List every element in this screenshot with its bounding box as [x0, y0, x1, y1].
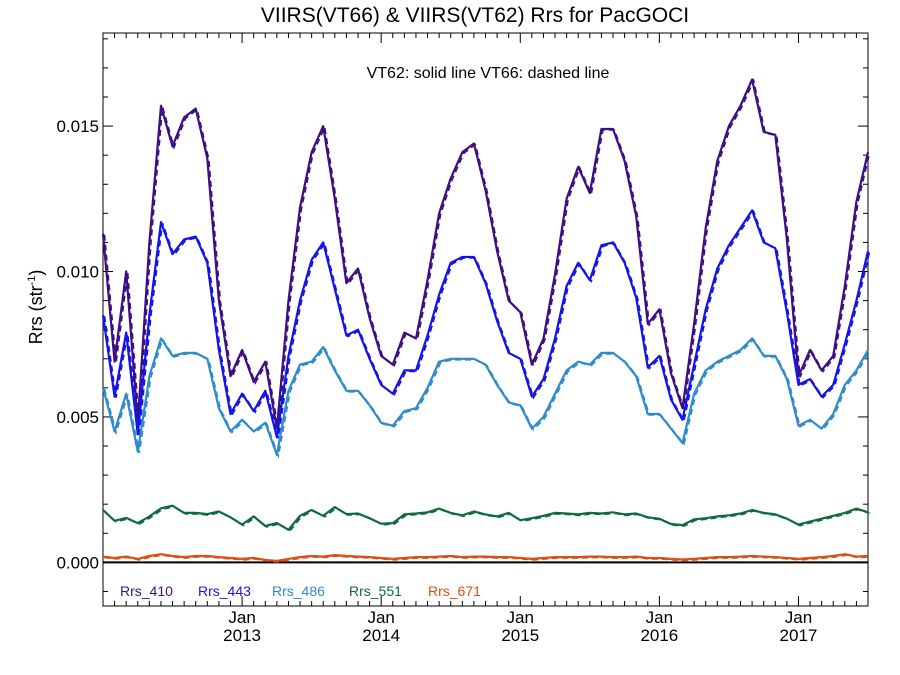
legend-entry: Rrs_443	[198, 583, 251, 599]
legend-entry: Rrs_671	[428, 583, 481, 599]
y-axis-label-text: Rrs (str	[26, 285, 46, 344]
x-tick-label-year: 2013	[223, 626, 261, 645]
x-tick-label-year: 2014	[362, 626, 400, 645]
x-tick-label-month: Jan	[367, 608, 394, 627]
y-tick-label: 0.010	[56, 263, 99, 282]
y-tick-label: 0.015	[56, 117, 99, 136]
y-axis-label-exponent: -1	[26, 276, 38, 286]
y-tick-label: 0.005	[56, 408, 99, 427]
line-style-note: VT62: solid line VT66: dashed line	[367, 65, 610, 82]
chart-title: VIIRS(VT66) & VIIRS(VT62) Rrs for PacGOC…	[261, 4, 689, 27]
plot-frame	[102, 32, 869, 607]
series-line-rrs-443-vt66	[103, 209, 871, 439]
series-line-rrs-443-vt62	[101, 209, 870, 439]
x-tick-label-month: Jan	[646, 608, 673, 627]
x-tick-label-month: Jan	[785, 608, 812, 627]
series-line-rrs-410-vt62	[101, 78, 870, 430]
legend-entry: Rrs_410	[120, 583, 173, 599]
legend-entry: Rrs_551	[349, 583, 402, 599]
x-tick-label-year: 2017	[780, 626, 818, 645]
series-line-rrs-410-vt66	[103, 77, 871, 430]
y-axis-label-close: )	[26, 270, 46, 276]
series-line-rrs-551-vt62	[102, 504, 869, 531]
series-line-rrs-671-vt62	[102, 553, 869, 563]
y-axis-label: Rrs (str-1)	[26, 270, 46, 345]
x-tick-label-year: 2015	[501, 626, 539, 645]
plot-area: 0.0000.0050.0100.015Jan2013Jan2014Jan201…	[56, 32, 871, 645]
x-tick-label-year: 2016	[640, 626, 678, 645]
series-line-rrs-671-vt66	[104, 554, 870, 563]
x-tick-label-month: Jan	[228, 608, 255, 627]
series-line-rrs-486-vt66	[103, 337, 871, 459]
series-line-rrs-551-vt66	[103, 505, 870, 532]
x-tick-label-month: Jan	[507, 608, 534, 627]
y-tick-label: 0.000	[56, 553, 99, 572]
legend-entry: Rrs_486	[272, 583, 325, 599]
